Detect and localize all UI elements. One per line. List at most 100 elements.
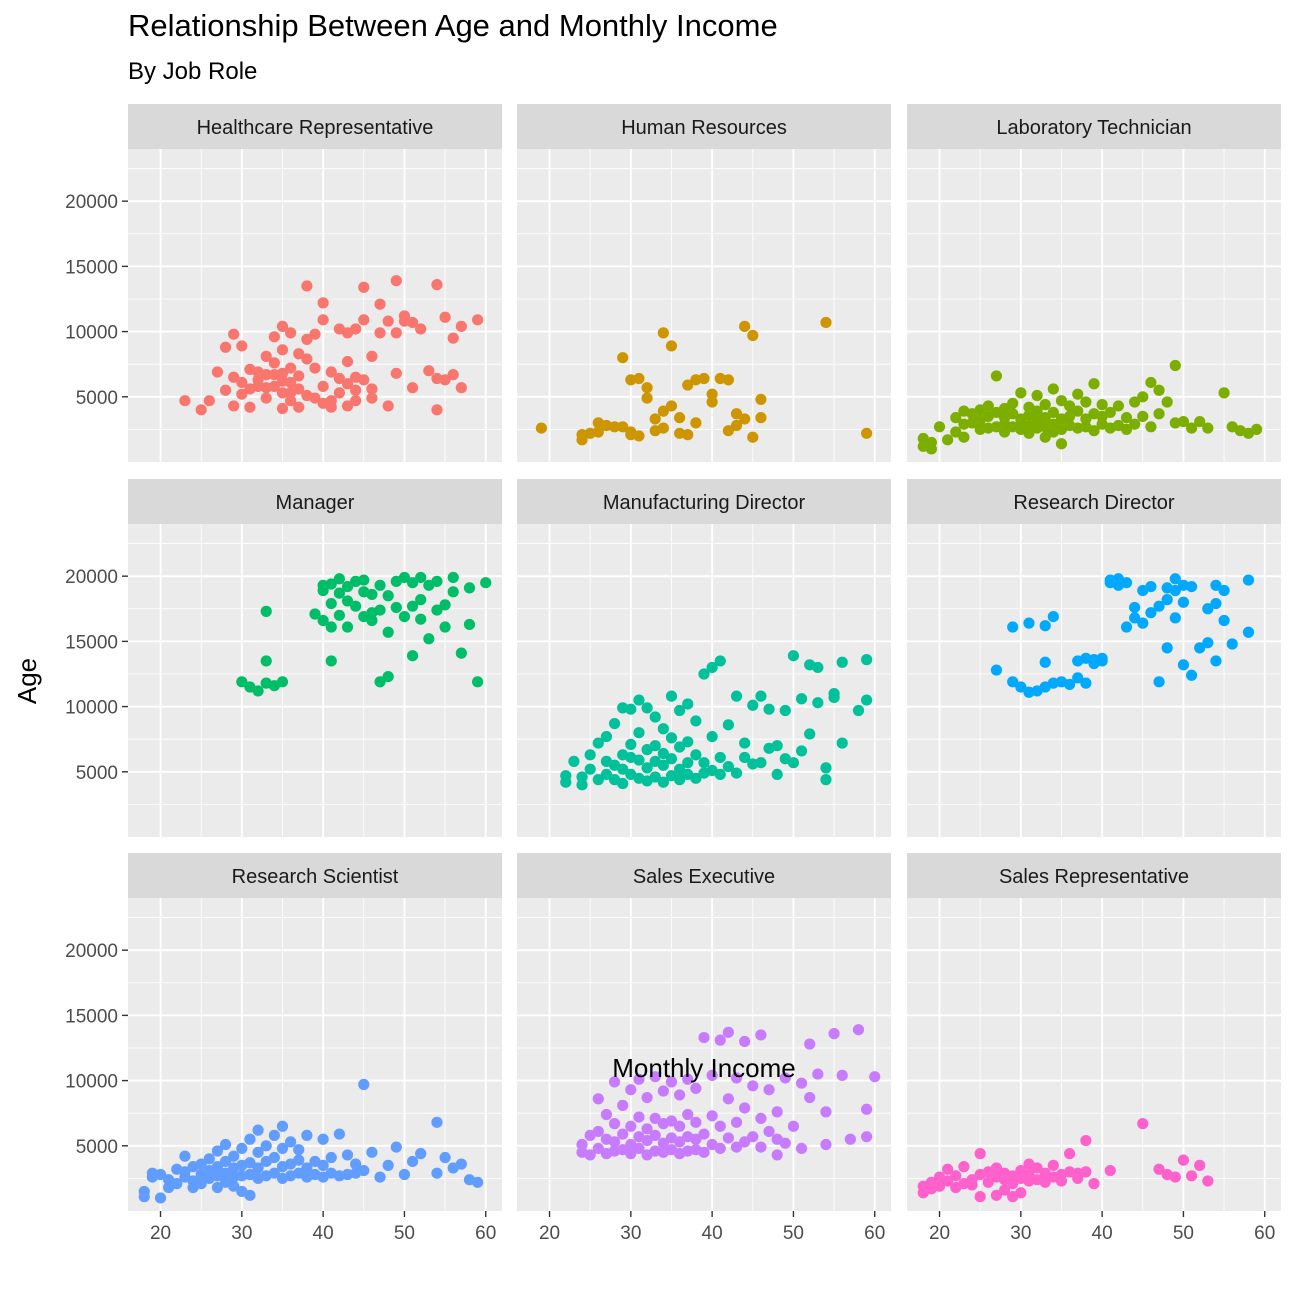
data-point <box>1015 1187 1027 1199</box>
data-point <box>771 1106 783 1118</box>
data-point <box>682 379 694 391</box>
data-point <box>341 400 354 412</box>
data-point <box>958 431 970 443</box>
data-point <box>236 676 248 688</box>
data-point <box>804 728 816 740</box>
data-point <box>568 755 580 767</box>
data-point <box>722 425 734 437</box>
data-point <box>657 747 669 760</box>
data-point <box>787 757 800 769</box>
data-point <box>455 320 467 332</box>
facet-strip <box>128 104 502 149</box>
data-point <box>576 434 588 446</box>
data-point <box>1185 1170 1198 1182</box>
data-point <box>592 1142 604 1154</box>
data-point <box>698 372 710 385</box>
data-point <box>1194 642 1206 654</box>
data-point <box>358 314 370 326</box>
data-point <box>1137 1118 1149 1130</box>
data-point <box>722 760 734 773</box>
data-point <box>771 1149 783 1161</box>
data-point <box>1096 399 1108 411</box>
data-point <box>771 740 783 752</box>
data-point <box>1104 406 1116 419</box>
data-point <box>998 1184 1011 1196</box>
data-point <box>333 573 345 585</box>
data-point <box>358 1164 370 1177</box>
data-point <box>625 1084 637 1096</box>
data-point <box>431 604 443 616</box>
data-point <box>698 1146 710 1158</box>
facet-strip-label: Manager <box>276 492 355 514</box>
data-point <box>787 650 800 662</box>
data-point <box>674 774 686 786</box>
data-point <box>665 340 678 352</box>
data-point <box>228 1150 240 1162</box>
data-point <box>219 1138 232 1151</box>
data-point <box>739 1102 751 1114</box>
data-point <box>722 374 734 386</box>
data-point <box>576 1138 588 1151</box>
data-point <box>730 1072 743 1084</box>
data-point <box>657 776 669 788</box>
data-point <box>1242 574 1255 586</box>
data-point <box>1185 669 1198 681</box>
data-point <box>325 578 337 590</box>
data-point <box>1129 396 1141 408</box>
data-point <box>617 1128 629 1140</box>
data-point <box>276 1120 289 1132</box>
data-point <box>1080 677 1092 689</box>
data-point <box>1194 1159 1206 1171</box>
data-point <box>252 1146 264 1158</box>
data-point <box>584 749 596 761</box>
data-point <box>244 1189 256 1201</box>
data-point <box>657 327 669 339</box>
data-point <box>1137 391 1149 403</box>
data-point <box>982 400 994 412</box>
data-point <box>415 1148 427 1160</box>
data-point <box>812 661 824 674</box>
data-point <box>350 600 362 612</box>
data-point <box>447 332 459 344</box>
facet-strip-label: Manufacturing Director <box>603 492 806 514</box>
data-point <box>350 384 362 396</box>
data-point <box>1039 1176 1051 1188</box>
data-point <box>625 703 637 715</box>
data-point <box>641 382 653 394</box>
data-point <box>179 395 191 407</box>
data-point <box>1096 655 1108 667</box>
data-point <box>795 693 808 705</box>
data-point <box>325 395 337 407</box>
data-point <box>1120 577 1133 589</box>
data-point <box>1047 1159 1059 1171</box>
data-point <box>730 767 743 779</box>
data-point <box>787 1120 800 1132</box>
data-point <box>665 690 678 702</box>
data-point <box>1210 579 1222 591</box>
data-point <box>592 737 604 749</box>
data-point <box>657 422 669 434</box>
data-point <box>382 315 394 327</box>
data-point <box>674 741 686 753</box>
data-point <box>755 1029 767 1041</box>
data-point <box>325 621 337 633</box>
data-point <box>431 575 443 587</box>
data-point <box>268 1151 280 1164</box>
data-point <box>625 738 637 751</box>
data-point <box>423 633 435 645</box>
data-point <box>763 1125 775 1138</box>
data-point <box>722 1026 734 1038</box>
data-point <box>1251 423 1263 435</box>
data-point <box>665 732 678 744</box>
data-point <box>406 316 419 329</box>
data-point <box>1064 400 1076 412</box>
data-point <box>714 768 726 781</box>
facet-panel-manager: Manager 5000 10000 15000 20000 <box>65 479 502 837</box>
data-point <box>649 711 661 723</box>
data-point <box>309 608 321 620</box>
data-point <box>1007 1178 1019 1190</box>
data-point <box>925 443 937 455</box>
data-point <box>828 1028 840 1040</box>
data-point <box>722 1132 734 1144</box>
data-point <box>974 1148 986 1160</box>
